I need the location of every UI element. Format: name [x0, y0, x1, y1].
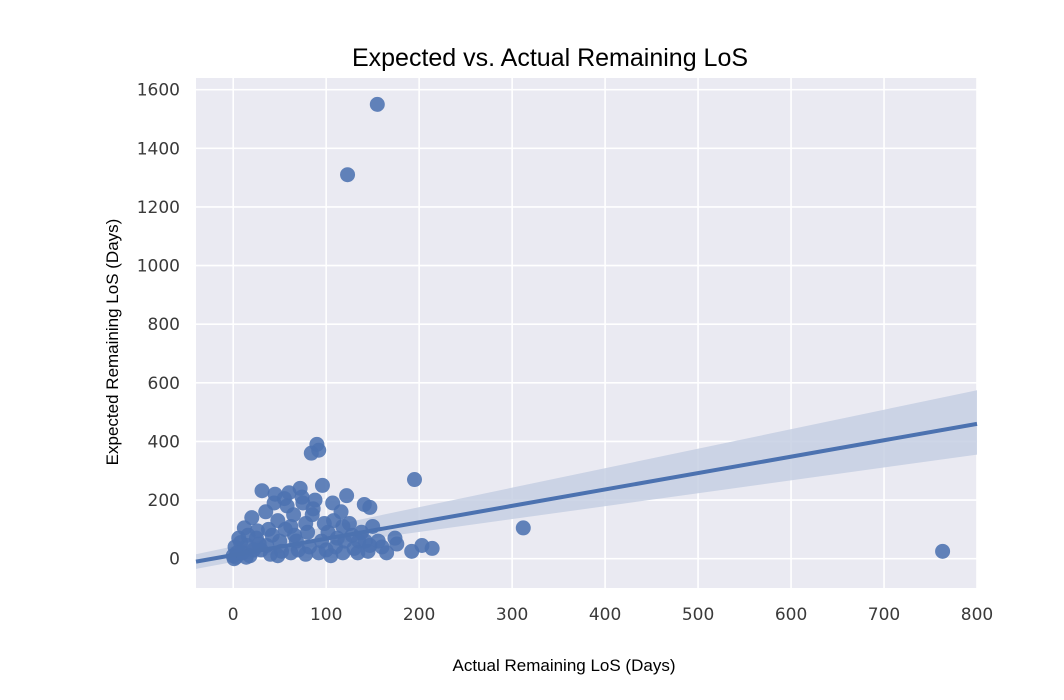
y-tick-label: 800	[148, 315, 180, 335]
data-point	[340, 167, 356, 183]
chart-title: Expected vs. Actual Remaining LoS	[352, 44, 748, 72]
y-tick-label: 400	[148, 432, 180, 452]
x-tick-label: 400	[589, 605, 621, 625]
data-point	[300, 524, 316, 540]
x-tick-label: 700	[868, 605, 900, 625]
data-point	[254, 483, 270, 499]
data-point	[406, 472, 422, 488]
data-point	[283, 545, 299, 561]
data-point	[362, 499, 378, 515]
data-point	[935, 543, 951, 559]
data-point	[389, 536, 405, 552]
y-tick-label: 600	[148, 374, 180, 394]
data-point	[404, 543, 420, 559]
x-axis-label: Actual Remaining LoS (Days)	[453, 656, 676, 675]
x-tick-label: 200	[403, 605, 435, 625]
x-tick-label: 0	[228, 605, 239, 625]
regression-line	[195, 421, 978, 564]
y-tick-label: 1000	[137, 257, 180, 277]
x-tick-label: 300	[496, 605, 528, 625]
data-point	[240, 527, 256, 543]
x-tick-label: 800	[961, 605, 993, 625]
data-point	[362, 538, 378, 553]
data-point	[335, 545, 351, 561]
data-point	[298, 546, 314, 562]
data-point	[294, 489, 310, 505]
data-point	[424, 540, 440, 556]
y-tick-label: 200	[148, 491, 180, 511]
x-tick-label: 600	[775, 605, 807, 625]
data-point	[303, 445, 319, 461]
y-tick-label: 0	[169, 550, 180, 570]
data-point	[277, 521, 293, 537]
data-point	[339, 488, 355, 504]
confidence-band	[196, 390, 977, 569]
confidence-band-group	[196, 390, 977, 569]
data-point	[369, 96, 385, 112]
data-point	[314, 477, 330, 493]
data-point	[270, 548, 286, 564]
x-tick-label: 500	[682, 605, 714, 625]
y-tick-label: 1400	[137, 139, 180, 159]
y-tick-label: 1600	[137, 81, 180, 101]
data-point	[286, 507, 302, 523]
data-point	[515, 520, 531, 536]
data-point	[350, 545, 366, 561]
y-tick-label: 1200	[137, 198, 180, 218]
tick-labels: 0 100 200 300 400 500 600 700 800 0 200 400 600 800 10…	[137, 81, 993, 625]
x-tick-label: 100	[310, 605, 342, 625]
data-point	[379, 545, 395, 561]
data-point	[323, 548, 339, 564]
y-axis-label: Expected Remaining LoS (Days)	[103, 219, 122, 466]
data-point	[311, 545, 327, 561]
data-point	[266, 495, 282, 511]
data-point	[305, 501, 321, 517]
regression-line-group	[195, 421, 978, 564]
